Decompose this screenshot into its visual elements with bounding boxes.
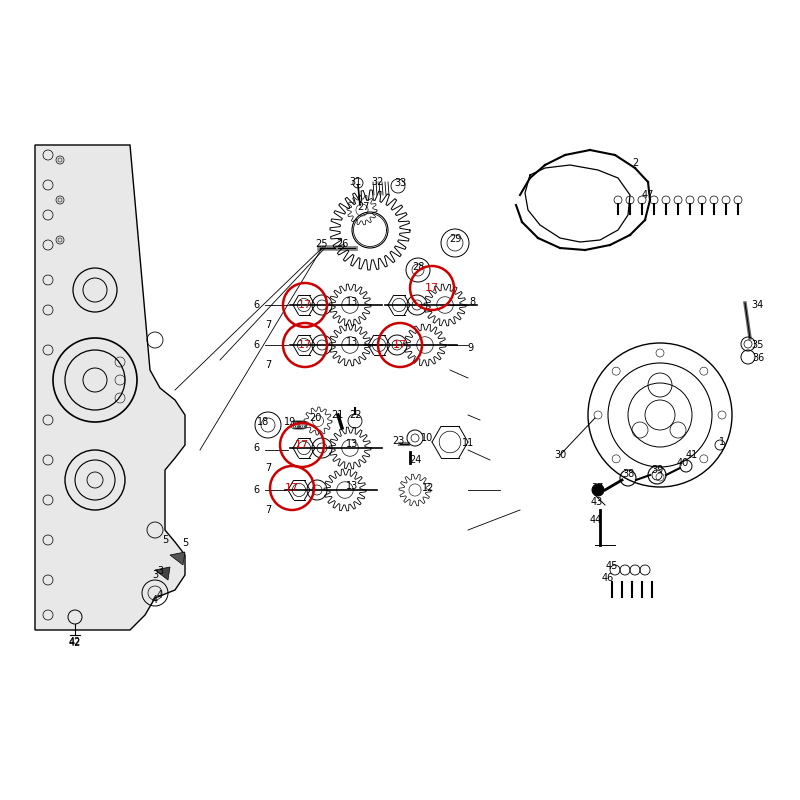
Text: 13: 13: [346, 337, 358, 347]
Text: 5: 5: [162, 535, 168, 545]
Text: 2: 2: [632, 158, 638, 168]
Text: 11: 11: [462, 438, 474, 448]
Text: 17: 17: [298, 300, 312, 310]
Text: 39: 39: [651, 465, 663, 475]
Text: 19: 19: [284, 417, 296, 427]
Text: 3: 3: [157, 566, 163, 576]
Text: 33: 33: [394, 178, 406, 188]
Text: 17: 17: [425, 283, 439, 293]
Text: 7: 7: [265, 505, 271, 515]
Text: 21: 21: [331, 410, 343, 420]
Text: 3: 3: [152, 570, 158, 580]
Text: 28: 28: [412, 262, 424, 272]
Text: 17: 17: [285, 483, 299, 493]
Text: 6: 6: [253, 340, 259, 350]
Text: 32: 32: [372, 177, 384, 187]
Text: 13: 13: [346, 481, 358, 491]
Text: 7: 7: [265, 360, 271, 370]
Text: 5: 5: [182, 538, 188, 548]
Text: 13: 13: [346, 439, 358, 449]
Text: 6: 6: [253, 485, 259, 495]
Text: 36: 36: [752, 353, 764, 363]
Text: 46: 46: [602, 573, 614, 583]
Text: 17: 17: [298, 340, 312, 350]
Text: 27: 27: [357, 202, 370, 212]
Text: 42: 42: [69, 637, 81, 647]
Text: 41: 41: [686, 450, 698, 460]
Circle shape: [592, 484, 604, 496]
Text: 17: 17: [393, 340, 407, 350]
Polygon shape: [155, 567, 170, 580]
Text: 29: 29: [449, 234, 461, 244]
Text: 7: 7: [265, 463, 271, 473]
Text: 18: 18: [257, 417, 269, 427]
Text: 45: 45: [606, 561, 618, 571]
Text: 23: 23: [392, 436, 404, 446]
Text: 10: 10: [421, 433, 433, 443]
Text: 44: 44: [590, 515, 602, 525]
Text: 13: 13: [346, 297, 358, 307]
Text: 35: 35: [752, 340, 764, 350]
Polygon shape: [35, 145, 185, 630]
Text: 38: 38: [622, 469, 634, 479]
Text: 43: 43: [591, 497, 603, 507]
Text: 12: 12: [422, 483, 434, 493]
Text: 24: 24: [409, 455, 421, 465]
Text: 9: 9: [467, 343, 473, 353]
Text: 1: 1: [719, 437, 725, 447]
Text: 6: 6: [253, 443, 259, 453]
Text: 42: 42: [69, 638, 81, 648]
Text: 6: 6: [253, 300, 259, 310]
Text: 22: 22: [349, 410, 362, 420]
Text: 26: 26: [336, 239, 348, 249]
Text: 47: 47: [642, 190, 654, 200]
Text: 40: 40: [677, 458, 689, 468]
Polygon shape: [170, 552, 185, 565]
Text: 4: 4: [152, 595, 158, 605]
Text: 31: 31: [349, 177, 361, 187]
Text: 34: 34: [751, 300, 763, 310]
Text: 37: 37: [591, 483, 603, 493]
Text: 30: 30: [554, 450, 566, 460]
Text: 20: 20: [309, 413, 321, 423]
Text: 25: 25: [316, 239, 328, 249]
Text: 8: 8: [469, 297, 475, 307]
Text: 17: 17: [295, 440, 309, 450]
Text: 4: 4: [157, 590, 163, 600]
Text: 7: 7: [265, 320, 271, 330]
